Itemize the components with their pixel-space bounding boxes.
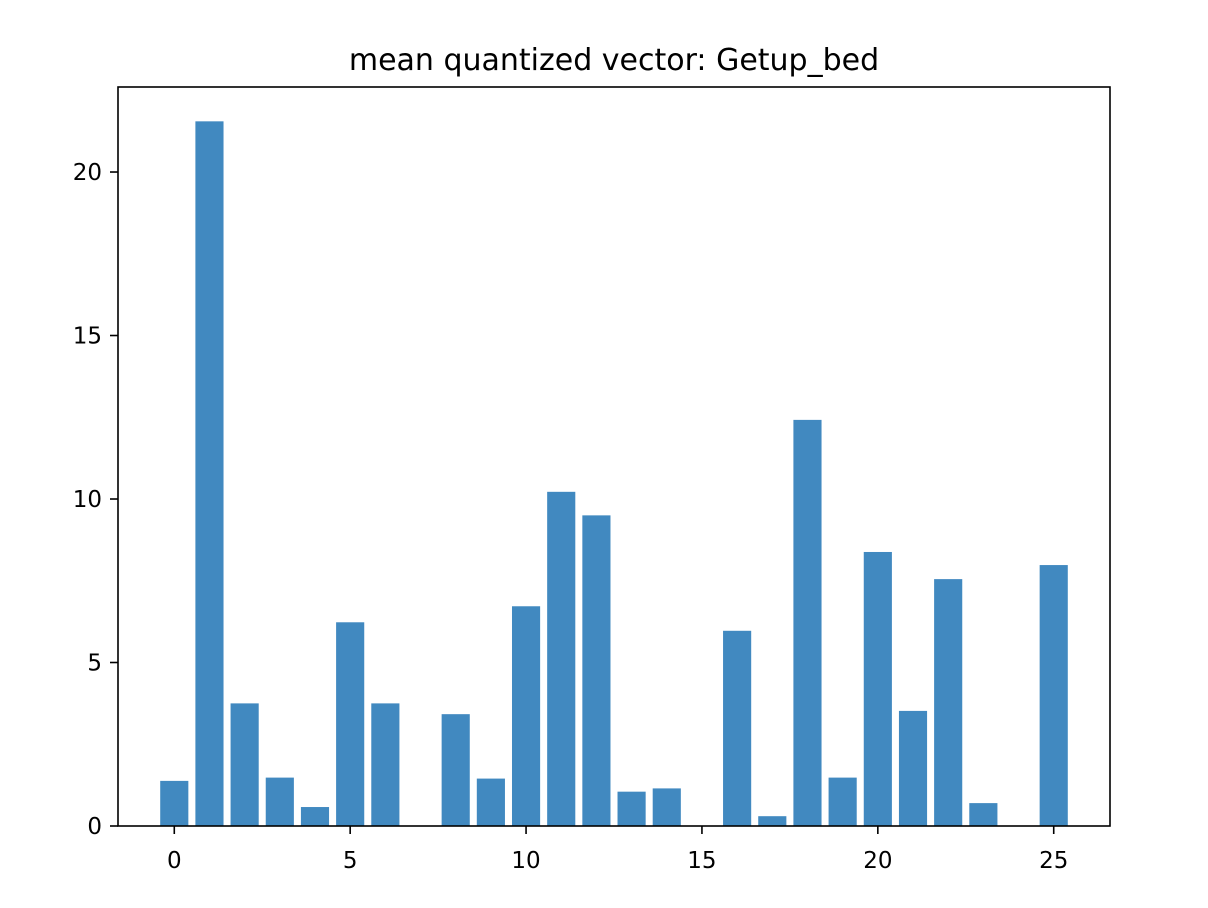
bar-22 — [934, 579, 963, 826]
bar-25 — [1039, 565, 1068, 826]
y-tick-label: 20 — [73, 160, 102, 186]
y-tick-label: 10 — [73, 487, 102, 513]
bar-14 — [652, 788, 681, 826]
bar-18 — [793, 419, 822, 826]
bar-10 — [511, 606, 541, 826]
bar-20 — [863, 551, 892, 826]
bar-1 — [195, 121, 224, 826]
bar-8 — [441, 714, 470, 826]
bar-17 — [758, 816, 787, 826]
bar-13 — [617, 791, 646, 826]
bar-12 — [582, 515, 611, 826]
bar-3 — [265, 777, 294, 826]
bar-9 — [476, 778, 505, 826]
chart-title: mean quantized vector: Getup_bed — [349, 43, 879, 78]
bar-23 — [969, 803, 998, 826]
bar-4 — [300, 807, 330, 826]
bar-5 — [336, 622, 365, 826]
x-tick-label: 10 — [511, 848, 540, 874]
bars-group — [160, 121, 1068, 826]
y-axis-ticks: 0 5 10 15 20 — [73, 160, 118, 840]
bar-19 — [828, 777, 857, 826]
x-tick-label: 0 — [167, 848, 182, 874]
plot-area-frame — [117, 86, 1111, 827]
bar-6 — [371, 703, 400, 826]
x-tick-label: 20 — [863, 848, 892, 874]
bar-11 — [547, 491, 576, 826]
bar-21 — [898, 710, 928, 826]
bar-16 — [723, 630, 752, 826]
y-tick-label: 0 — [87, 814, 102, 840]
x-tick-label: 5 — [343, 848, 358, 874]
bar-2 — [230, 703, 259, 826]
y-tick-label: 15 — [73, 324, 102, 350]
x-axis-ticks: 0 5 10 15 20 25 — [167, 826, 1068, 874]
y-tick-label: 5 — [87, 651, 102, 677]
bar-0 — [160, 780, 189, 826]
x-tick-label: 25 — [1039, 848, 1068, 874]
x-tick-label: 15 — [687, 848, 716, 874]
